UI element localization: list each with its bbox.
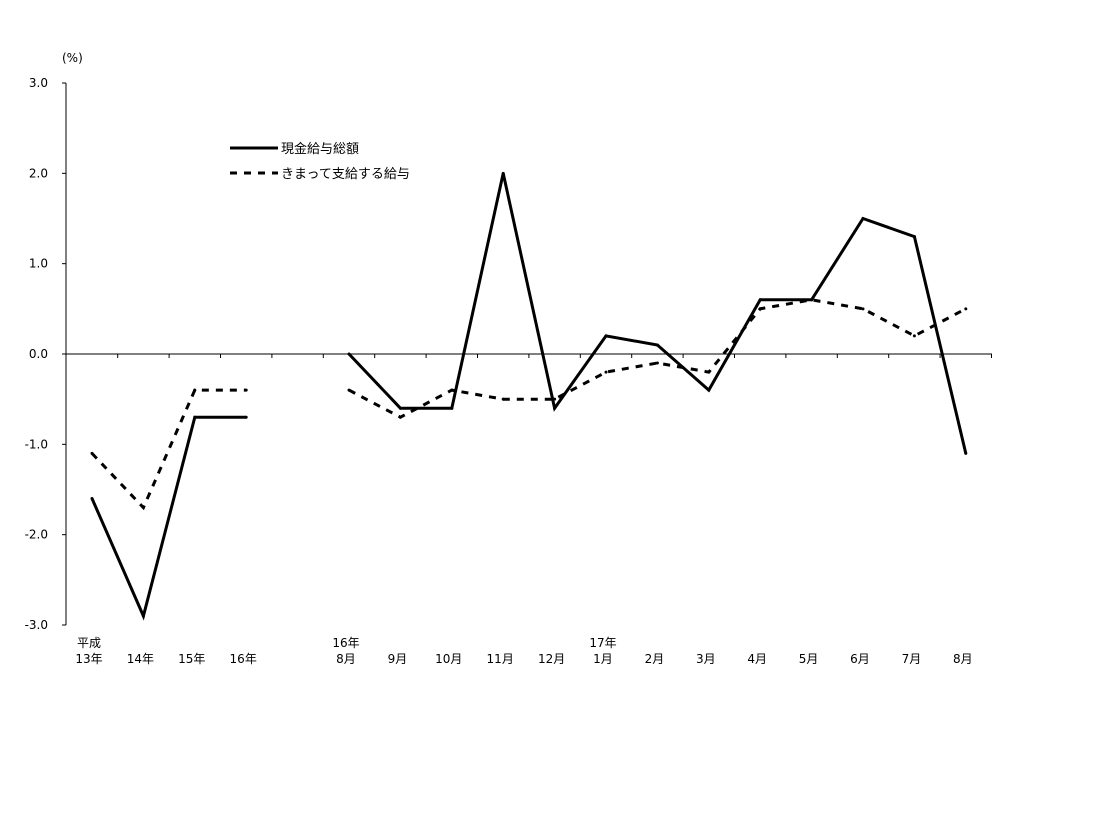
x-tick-label: 10月 xyxy=(435,652,462,666)
x-tick-label: 8月 xyxy=(953,652,973,666)
series-1-point xyxy=(810,298,814,302)
series-1-point xyxy=(758,307,762,311)
series-0-point xyxy=(604,334,608,338)
y-tick-label: -3.0 xyxy=(25,618,48,632)
series-1-point xyxy=(655,361,659,365)
x-tick-label: 15年 xyxy=(178,652,205,666)
y-tick-label: 0.0 xyxy=(29,347,48,361)
series-1-point xyxy=(244,388,248,392)
series-1-point xyxy=(912,334,916,338)
y-axis-unit: (%) xyxy=(62,51,83,65)
y-tick-label: 3.0 xyxy=(29,76,48,90)
series-0-point xyxy=(193,415,197,419)
series-1-point xyxy=(707,370,711,374)
series-line-1-segment-0 xyxy=(90,388,247,511)
series-0-point xyxy=(398,406,402,410)
series-0-point xyxy=(501,171,505,175)
series-1-point xyxy=(861,307,865,311)
x-tick-label: 9月 xyxy=(388,652,408,666)
legend-label-1: きまって支給する給与 xyxy=(281,167,410,182)
x-tick-label: 16年 xyxy=(230,652,257,666)
series-0-point xyxy=(450,406,454,410)
series-line-0-segment-0 xyxy=(90,415,247,621)
series-0-point xyxy=(244,415,248,419)
series-1-point xyxy=(604,370,608,374)
x-tick-label-top: 17年 xyxy=(589,636,616,650)
x-tick-label: 12月 xyxy=(538,652,565,666)
x-tick-label: 14年 xyxy=(127,652,154,666)
series-1-point xyxy=(347,388,351,392)
series-0-point xyxy=(90,497,94,501)
x-tick-label: 7月 xyxy=(902,652,922,666)
x-tick-label: 1月 xyxy=(593,652,613,666)
x-tick-label: 5月 xyxy=(799,652,819,666)
series-1-point xyxy=(398,415,402,419)
series-0-point xyxy=(758,298,762,302)
series-1-point xyxy=(450,388,454,392)
series-0-point xyxy=(861,217,865,220)
y-tick-label: 2.0 xyxy=(29,166,48,180)
series-line-1-segment-1 xyxy=(348,298,967,419)
series-1-point xyxy=(501,397,505,401)
series-1-point xyxy=(553,397,557,401)
x-tick-label: 4月 xyxy=(747,652,767,666)
x-tick-label: 11月 xyxy=(487,652,514,666)
y-tick-label: -1.0 xyxy=(25,437,48,451)
x-tick-label: 13年 xyxy=(75,652,102,666)
x-tick-label-top: 平成 xyxy=(77,636,101,650)
y-tick-label: 1.0 xyxy=(29,257,48,271)
x-tick-label: 8月 xyxy=(336,652,356,666)
x-tick-label-top: 16年 xyxy=(332,636,359,650)
series-0-point xyxy=(912,235,916,239)
series-0-point xyxy=(964,451,968,455)
legend-label-0: 現金給与総額 xyxy=(281,141,359,157)
series-1-point xyxy=(90,451,94,455)
y-tick-label: -2.0 xyxy=(25,528,48,542)
series-1-point xyxy=(964,307,968,311)
x-tick-label: 2月 xyxy=(645,652,665,666)
series-0-point xyxy=(707,388,711,392)
series-1-point xyxy=(141,506,145,510)
series-0-point xyxy=(655,343,659,347)
series-0-point xyxy=(141,614,145,618)
series-1-point xyxy=(193,388,197,392)
x-tick-label: 3月 xyxy=(696,652,716,666)
series-0-point xyxy=(553,406,557,410)
x-tick-label: 6月 xyxy=(850,652,870,666)
